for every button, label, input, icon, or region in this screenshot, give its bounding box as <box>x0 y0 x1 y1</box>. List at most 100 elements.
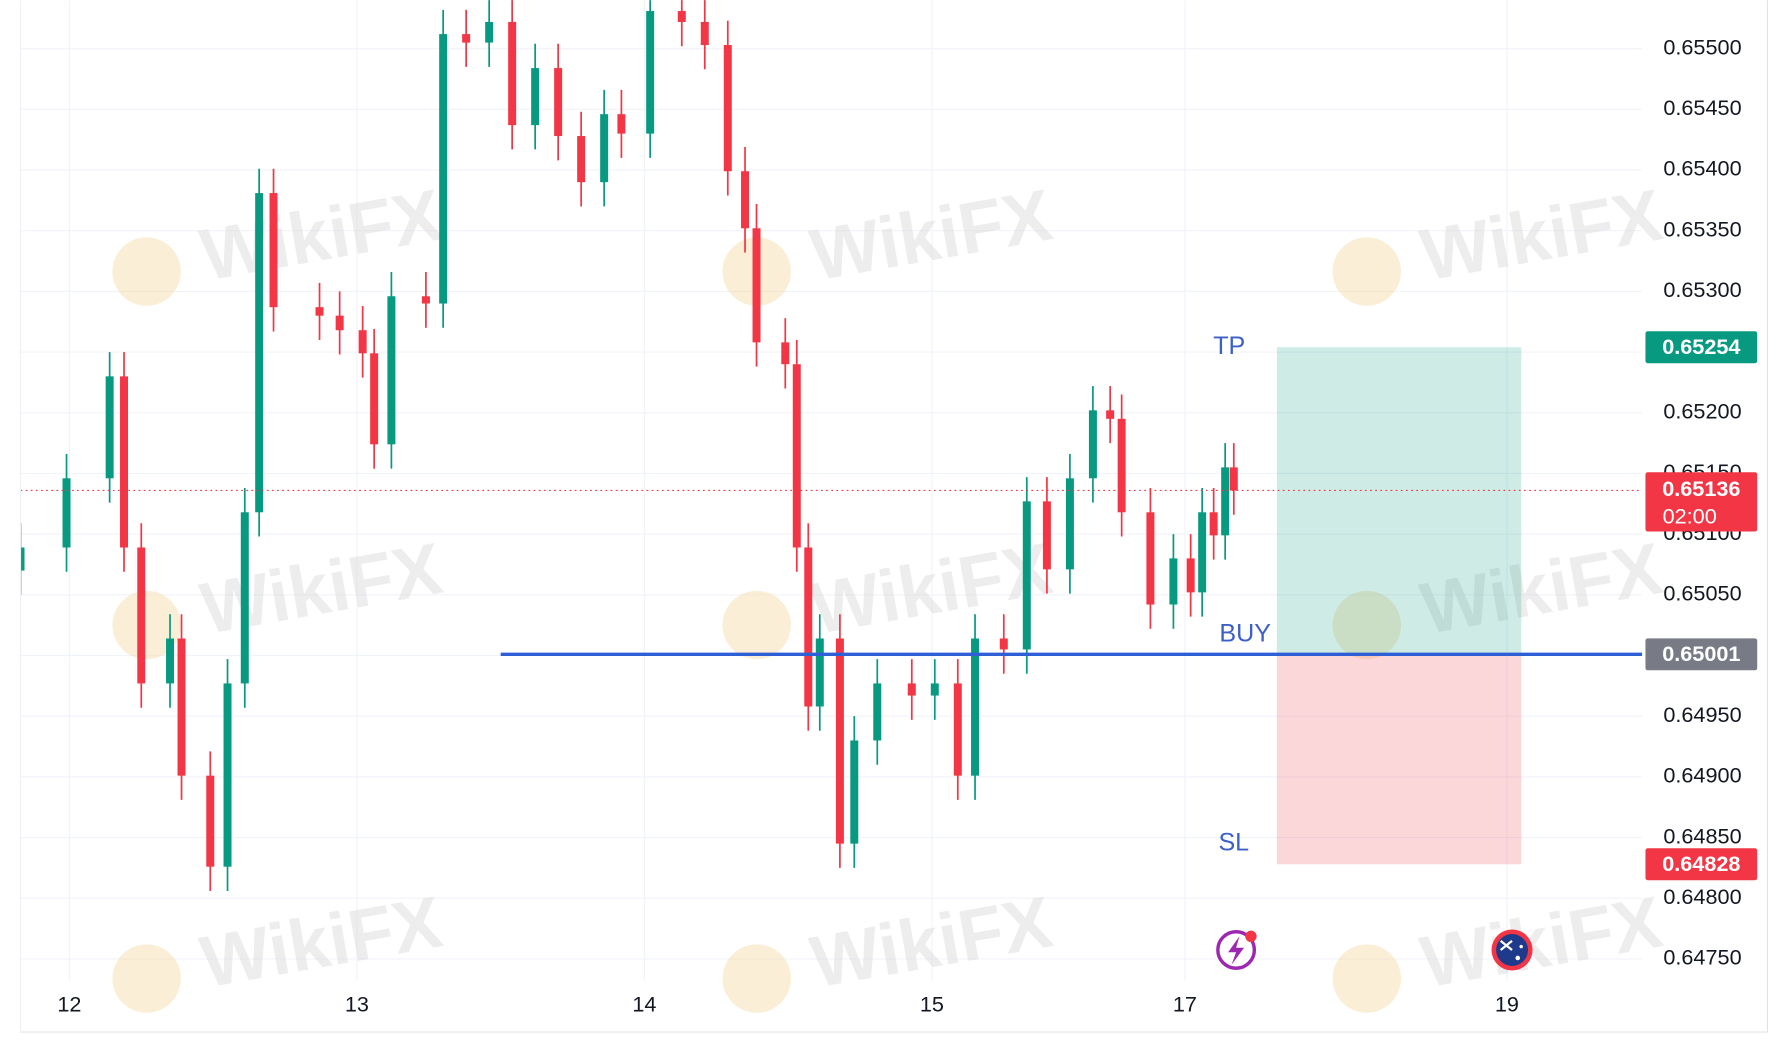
candle-body <box>137 547 146 684</box>
candle-body <box>1221 467 1230 536</box>
loss-zone <box>1276 654 1522 865</box>
watermark-text: WikiFX <box>1415 881 1668 1003</box>
candle-body <box>62 478 71 548</box>
candle-body <box>1042 501 1051 570</box>
candle-body <box>752 228 761 343</box>
candle-body <box>223 683 232 867</box>
y-tick-label: 0.65200 <box>1663 398 1741 423</box>
candle-body <box>646 11 655 134</box>
candle-body <box>792 364 801 548</box>
tp-price-tag-bg <box>1645 331 1758 364</box>
candles <box>20 0 1238 891</box>
candle-body <box>999 638 1008 650</box>
countdown: 02:00 <box>1663 504 1717 529</box>
candle-body <box>1022 501 1031 650</box>
watermark: WikiFX <box>112 881 448 1013</box>
candle-body <box>930 683 939 696</box>
y-tick-label: 0.64900 <box>1663 763 1741 788</box>
watermark-logo <box>1332 237 1401 306</box>
overlays: TP BUY SL <box>20 332 1643 856</box>
candle-body <box>462 34 471 43</box>
sl-label: SL <box>1218 828 1249 856</box>
watermark: WikiFX <box>112 528 448 660</box>
watermark-logo <box>112 944 181 1013</box>
candle-body <box>1088 410 1097 479</box>
axes: 0.64750 0.64800 0.64850 0.64900 0.64950 0.650… <box>57 34 1758 1017</box>
candle-body <box>873 683 882 741</box>
lightning-icon <box>1216 930 1257 970</box>
current-price-tag: 0.65136 <box>1662 476 1740 501</box>
watermark-logo <box>1332 944 1401 1013</box>
candle-body <box>804 547 813 707</box>
candle-body <box>677 11 686 22</box>
candle-body <box>531 68 540 126</box>
tp-price-tag: 0.65254 <box>1662 334 1740 359</box>
candle-body <box>741 171 750 229</box>
candle-body <box>358 330 367 354</box>
candle-body <box>1229 467 1238 491</box>
y-tick-label: 0.64800 <box>1663 884 1741 909</box>
candle-body <box>907 683 916 696</box>
position-tool <box>1276 347 1522 865</box>
current-price-tag-bg <box>1645 472 1758 532</box>
y-tick-label: 0.64950 <box>1663 702 1741 727</box>
candle-body <box>105 376 114 479</box>
candle-body <box>269 193 278 308</box>
candle-body <box>255 193 264 513</box>
candle-body <box>577 136 586 183</box>
x-tick-label: 17 <box>1173 992 1197 1017</box>
candle-body <box>700 21 709 46</box>
entry-price-tag-bg <box>1645 638 1758 671</box>
x-tick-label: 13 <box>345 992 369 1017</box>
candle-body <box>1106 410 1115 419</box>
y-tick-label: 0.64850 <box>1663 823 1741 848</box>
candle-body <box>781 342 790 365</box>
candle-body <box>953 683 962 776</box>
candle-body <box>508 21 517 126</box>
candle-body <box>20 547 25 571</box>
profit-zone <box>1276 347 1522 655</box>
watermark-logo <box>1332 590 1401 660</box>
y-tick-label: 0.64750 <box>1663 945 1741 970</box>
watermark-logo <box>112 237 181 306</box>
candle-body <box>815 638 824 707</box>
watermark-logo <box>722 590 791 660</box>
candle-body <box>166 638 175 684</box>
candle-body <box>835 638 844 844</box>
watermark-text: WikiFX <box>1415 174 1668 296</box>
candle-body <box>177 638 186 776</box>
candle-body <box>206 775 215 867</box>
watermark-text: WikiFX <box>195 881 448 1003</box>
tp-label: TP <box>1213 332 1245 360</box>
x-tick-label: 15 <box>920 992 944 1017</box>
candle-body <box>1198 512 1207 593</box>
y-tick-label: 0.65500 <box>1663 34 1741 59</box>
candle-body <box>335 315 344 331</box>
candle-body <box>617 114 626 134</box>
x-tick-label: 19 <box>1495 992 1519 1017</box>
grid <box>20 0 1643 981</box>
entry-label: BUY <box>1219 620 1271 648</box>
watermark-logo <box>722 944 791 1013</box>
x-tick-label: 12 <box>57 992 81 1017</box>
watermark-logo <box>112 590 181 660</box>
candle-body <box>240 512 249 684</box>
candle-body <box>1209 512 1218 536</box>
candle-body <box>387 296 396 445</box>
x-tick-label: 14 <box>632 992 656 1017</box>
watermark-text: WikiFX <box>195 528 448 650</box>
y-tick-label: 0.65450 <box>1663 95 1741 120</box>
candle-body <box>1169 558 1178 605</box>
y-tick-label: 0.65350 <box>1663 216 1741 241</box>
sl-price-tag: 0.64828 <box>1662 851 1740 876</box>
candle-body <box>723 45 732 172</box>
candle-body <box>485 21 494 43</box>
candle-body <box>1186 558 1195 593</box>
candle-body <box>971 638 980 776</box>
y-tick-label: 0.65400 <box>1663 156 1741 181</box>
candle-body <box>315 307 324 316</box>
candle-body <box>850 740 859 844</box>
y-tick-label: 0.65050 <box>1663 581 1741 606</box>
